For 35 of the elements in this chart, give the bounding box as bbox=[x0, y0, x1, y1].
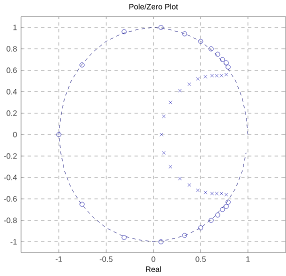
point bbox=[224, 60, 229, 66]
point bbox=[204, 75, 208, 79]
point bbox=[215, 52, 220, 57]
point bbox=[196, 77, 200, 81]
point bbox=[158, 239, 164, 244]
point bbox=[224, 204, 229, 210]
point bbox=[215, 212, 220, 218]
point bbox=[160, 132, 164, 137]
point bbox=[56, 132, 62, 138]
point bbox=[188, 82, 192, 86]
point bbox=[80, 202, 84, 207]
point bbox=[188, 183, 192, 187]
point bbox=[198, 226, 204, 230]
point bbox=[198, 39, 204, 44]
point bbox=[122, 235, 127, 240]
point bbox=[162, 114, 166, 118]
point bbox=[204, 190, 208, 194]
point bbox=[178, 89, 182, 93]
point bbox=[182, 233, 188, 238]
point bbox=[158, 25, 164, 30]
point bbox=[208, 218, 214, 223]
point bbox=[178, 176, 182, 180]
point bbox=[162, 151, 166, 155]
point bbox=[182, 32, 188, 36]
point bbox=[168, 100, 172, 104]
point bbox=[208, 46, 214, 52]
point bbox=[80, 62, 84, 68]
line-series bbox=[58, 27, 248, 242]
point bbox=[220, 207, 225, 212]
point bbox=[168, 165, 172, 169]
point bbox=[226, 200, 231, 205]
point bbox=[226, 64, 231, 70]
point bbox=[122, 29, 127, 34]
point bbox=[196, 188, 200, 192]
point bbox=[220, 57, 225, 62]
